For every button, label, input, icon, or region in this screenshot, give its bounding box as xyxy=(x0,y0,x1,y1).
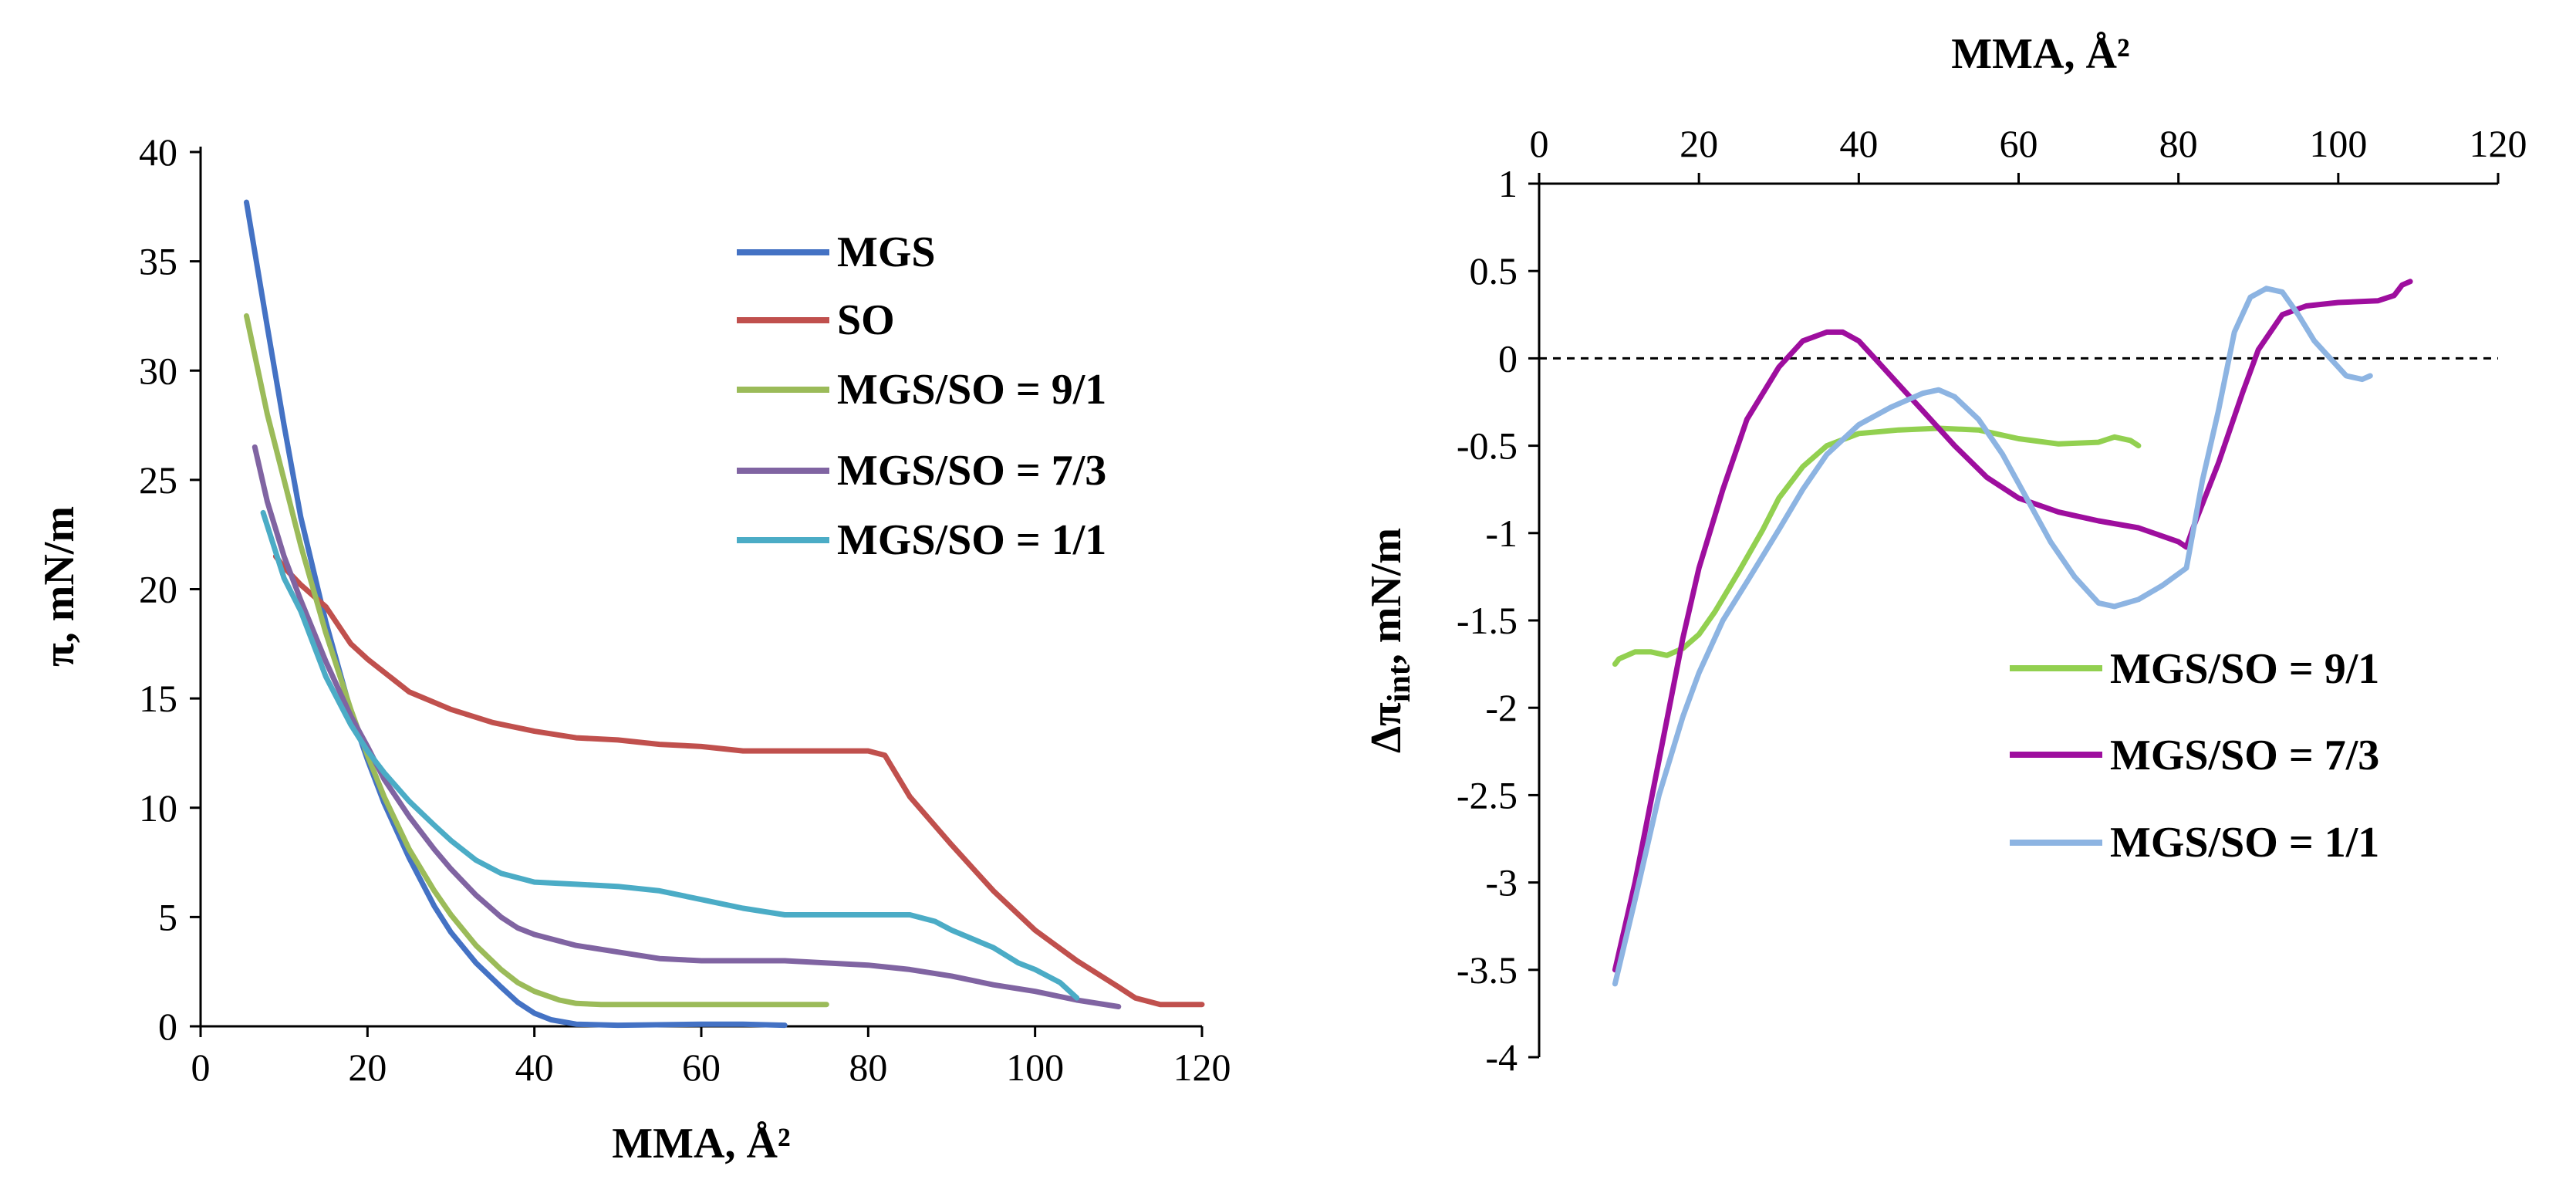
left-y-tick-label: 40 xyxy=(139,130,177,174)
legend-label-mgs-so-9-1: MGS/SO = 9/1 xyxy=(837,366,1106,414)
right-y-tick-label: -4 xyxy=(1485,1036,1518,1079)
right-y-axis-title-main: Δπ xyxy=(1362,702,1410,753)
right-y-tick-label: -1 xyxy=(1485,512,1518,555)
right-tick-marks xyxy=(1528,173,2500,1059)
right-y-tick-label: -3.5 xyxy=(1457,948,1518,992)
right-x-tick-label: 40 xyxy=(1839,122,1878,165)
right-legend: MGS/SO = 9/1 MGS/SO = 7/3 MGS/SO = 1/1 xyxy=(2010,645,2379,867)
series-line-r-mgs-so-9-1 xyxy=(1612,425,2142,667)
right-y-tick-label: -2 xyxy=(1485,686,1518,729)
right-y-tick-labels: 1 0.5 0 -0.5 -1 -1.5 -2 -2.5 -3 -3.5 -4 xyxy=(1457,162,1518,1079)
left-y-tick-label: 10 xyxy=(139,786,177,830)
legend-label-mgs: MGS xyxy=(837,228,936,276)
left-y-tick-label: 5 xyxy=(158,895,177,938)
left-y-tick-label: 35 xyxy=(139,240,177,283)
left-x-tick-label: 120 xyxy=(1173,1046,1231,1089)
right-x-axis-title: MMA, Å² xyxy=(1951,30,2129,78)
right-series-group xyxy=(1612,279,2413,987)
series-line-r-mgs-so-7-3 xyxy=(1612,279,2413,973)
left-x-tick-label: 40 xyxy=(515,1046,554,1089)
left-x-axis-title: MMA, Å² xyxy=(612,1120,790,1168)
left-y-axis-title: π, mN/m xyxy=(35,506,83,667)
left-y-tick-label: 30 xyxy=(139,349,177,392)
left-x-tick-label: 80 xyxy=(849,1046,887,1089)
legend-label-r-mgs-so-1-1: MGS/SO = 1/1 xyxy=(2110,819,2379,867)
series-line-so xyxy=(272,553,1205,1008)
series-line-r-mgs-so-1-1 xyxy=(1612,286,2373,987)
right-y-tick-label: 0 xyxy=(1498,336,1518,380)
left-y-tick-label: 20 xyxy=(139,568,177,611)
left-x-tick-label: 60 xyxy=(682,1046,721,1089)
left-x-tick-label: 20 xyxy=(348,1046,387,1089)
right-y-axis-title-suffix: , mN/m xyxy=(1362,528,1410,664)
left-legend: MGS SO MGS/SO = 9/1 MGS/SO = 7/3 MGS/SO … xyxy=(737,228,1106,564)
left-x-tick-label: 0 xyxy=(191,1046,211,1089)
series-line-mgs-so-7-3 xyxy=(252,444,1122,1009)
right-y-tick-label: -2.5 xyxy=(1457,773,1518,816)
right-x-tick-label: 80 xyxy=(2159,122,2198,165)
series-line-mgs xyxy=(244,199,788,1029)
left-y-tick-label: 15 xyxy=(139,677,177,720)
right-x-tick-labels: 0 20 40 60 80 100 120 xyxy=(1530,122,2527,165)
right-x-tick-label: 20 xyxy=(1680,122,1718,165)
left-x-tick-labels: 0 20 40 60 80 100 120 xyxy=(191,1046,1231,1089)
left-y-tick-label: 25 xyxy=(139,458,177,502)
right-y-tick-label: -1.5 xyxy=(1457,599,1518,642)
left-chart: 0 20 40 60 80 100 120 0 5 10 15 20 25 30 35 40 MMA, Å²… xyxy=(35,130,1231,1168)
legend-label-r-mgs-so-9-1: MGS/SO = 9/1 xyxy=(2110,645,2379,693)
left-x-tick-label: 100 xyxy=(1006,1046,1064,1089)
right-x-tick-label: 100 xyxy=(2309,122,2367,165)
right-y-tick-label: -3 xyxy=(1485,861,1518,904)
legend-label-mgs-so-1-1: MGS/SO = 1/1 xyxy=(837,516,1106,564)
right-y-axis-title: Δπint, mN/m xyxy=(1362,528,1417,753)
right-y-tick-label: 0.5 xyxy=(1470,249,1518,292)
series-line-mgs-so-9-1 xyxy=(244,313,829,1008)
legend-label-mgs-so-7-3: MGS/SO = 7/3 xyxy=(837,447,1106,495)
left-y-tick-label: 0 xyxy=(158,1005,177,1048)
left-series-group xyxy=(244,199,1205,1029)
series-line-mgs-so-1-1 xyxy=(260,509,1080,1001)
right-x-tick-label: 120 xyxy=(2470,122,2527,165)
left-tick-marks xyxy=(190,150,1204,1037)
right-x-tick-label: 60 xyxy=(2000,122,2038,165)
legend-label-so: SO xyxy=(837,296,895,344)
legend-label-r-mgs-so-7-3: MGS/SO = 7/3 xyxy=(2110,732,2379,779)
right-y-axis-title-subscript: int xyxy=(1382,664,1417,702)
right-chart: 0 20 40 60 80 100 120 1 0.5 0 -0.5 -1 -1.5 -2 -2.5 -3 -… xyxy=(1362,30,2527,1079)
left-y-tick-labels: 0 5 10 15 20 25 30 35 40 xyxy=(139,130,177,1048)
right-y-tick-label: -0.5 xyxy=(1457,424,1518,468)
right-y-tick-label: 1 xyxy=(1498,162,1518,205)
right-x-tick-label: 0 xyxy=(1530,122,1549,165)
